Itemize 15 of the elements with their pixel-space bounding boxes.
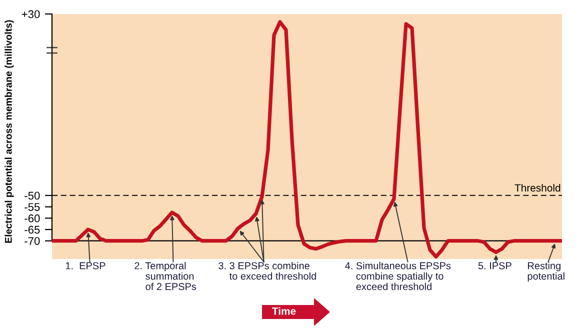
y-tick-label: -50 xyxy=(24,192,40,200)
text: 4. Simultaneous EPSPs combine spatially to exceed threshold xyxy=(345,262,451,290)
text: 2. Temporal summation of 2 EPSPs xyxy=(134,262,196,290)
text: 5. IPSP xyxy=(478,262,512,270)
text: 3. 3 EPSPs combine to exceed threshold xyxy=(218,262,316,280)
ref-line-label: Threshold xyxy=(514,184,560,192)
y-axis-title: Electrical potential across membrane (millivolts) xyxy=(4,20,14,243)
y-tick-label: -70 xyxy=(24,237,40,245)
y-tick-label: +30 xyxy=(22,10,40,18)
y-tick-label: -55 xyxy=(24,203,40,211)
text: Resting potential xyxy=(528,262,564,282)
y-tick-label: -60 xyxy=(24,214,40,222)
text: 1. EPSP xyxy=(66,262,106,270)
y-tick-label: -65 xyxy=(24,226,40,234)
text: Time xyxy=(272,307,296,315)
